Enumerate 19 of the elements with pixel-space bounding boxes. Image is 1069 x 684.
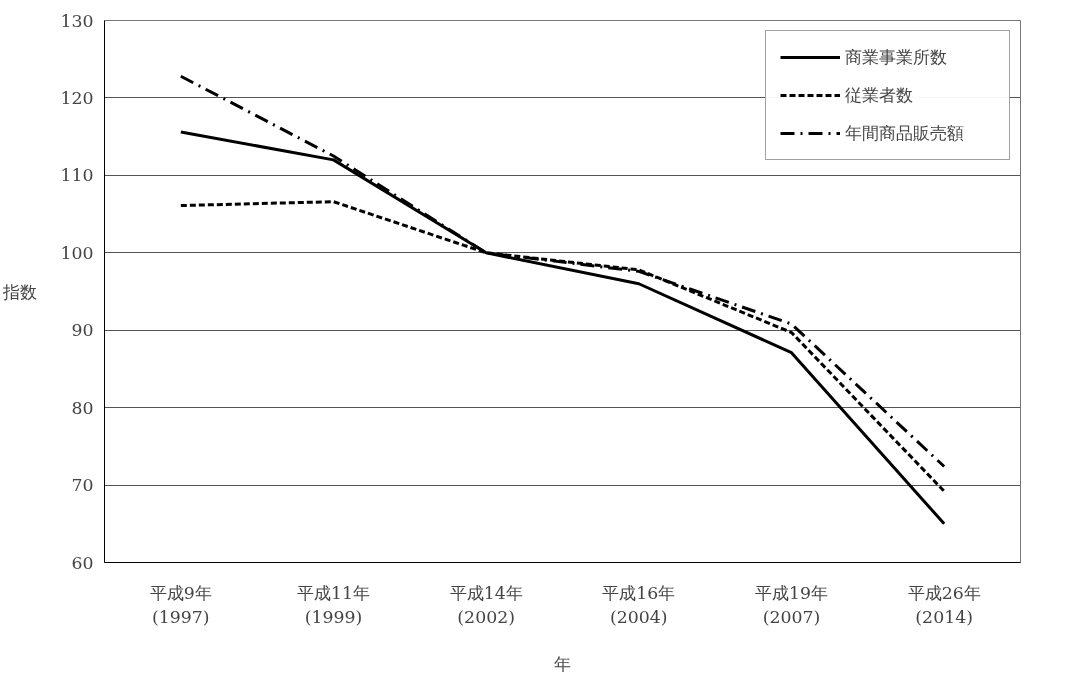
x-tick-label: 平成16年 (2004) — [602, 582, 676, 627]
y-tick-label: 110 — [60, 165, 94, 186]
x-tick-label: 平成14年 (2002) — [449, 582, 523, 627]
y-axis-title: 指数 — [2, 281, 38, 302]
y-tick-label: 70 — [71, 475, 94, 496]
y-tick-label: 100 — [60, 242, 94, 263]
y-tick-label: 90 — [71, 320, 94, 341]
x-tick-label: 平成19年 (2007) — [754, 582, 829, 627]
x-tick-label: 平成26年 (2014) — [907, 582, 981, 627]
y-tick-label: 120 — [60, 87, 94, 108]
y-tick-label: 60 — [71, 552, 94, 573]
x-tick-label: 平成11年 (1999) — [296, 582, 371, 627]
legend-label: 従業者数 — [845, 84, 914, 107]
x-axis-title: 年 — [554, 653, 571, 674]
x-tick-label: 平成9年 (1997) — [149, 582, 212, 627]
legend-label: 年間商品販売額 — [845, 122, 965, 145]
legend-label: 商業事業所数 — [845, 46, 948, 69]
y-tick-label: 80 — [71, 397, 94, 418]
y-tick-label: 130 — [60, 10, 94, 31]
